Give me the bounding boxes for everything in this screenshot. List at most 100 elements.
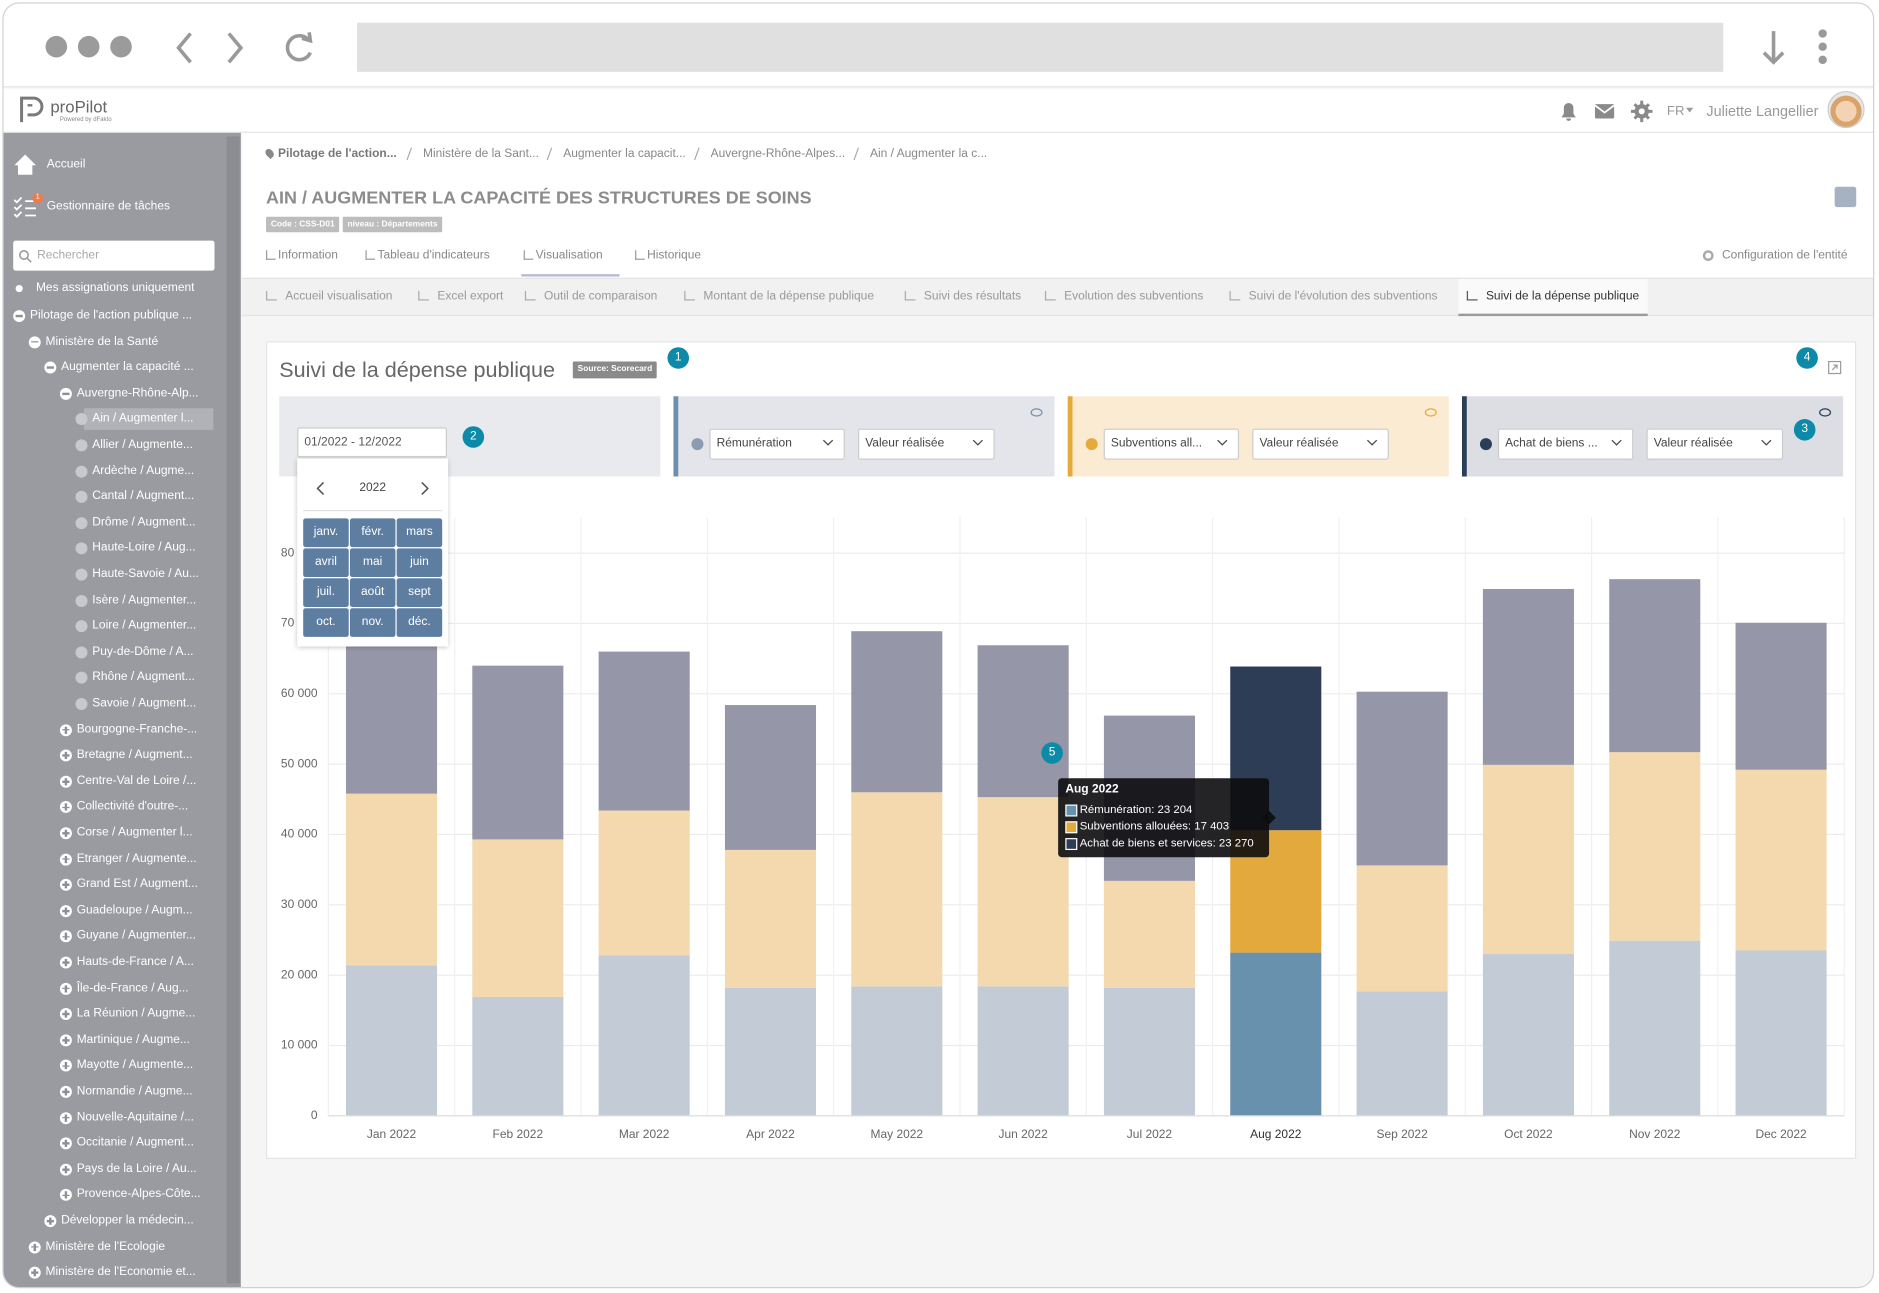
tree-expand-icon[interactable] [59,775,72,788]
tree-item[interactable]: Ain / Augmenter l... [92,412,194,426]
breadcrumb-item[interactable]: Ministère de la Sant... [423,147,539,161]
tree-collapse-icon[interactable] [59,387,72,400]
tree-expand-icon[interactable] [59,982,72,995]
nav-buttons[interactable] [168,26,324,69]
assignment-filter[interactable]: Mes assignations uniquement [35,281,195,295]
tree-item[interactable]: Rhône / Augment... [92,670,195,685]
tree-item[interactable]: Ministère de la Santé [45,334,159,348]
nav-item[interactable]: Gestionnaire de tâches [46,199,170,214]
tree-expand-icon[interactable] [59,1085,72,1098]
dropdown[interactable]: Valeur réalisée [1646,428,1784,460]
tab[interactable]: Information [278,249,338,263]
tree-leaf-icon[interactable] [75,439,88,452]
date-input[interactable]: 01/2022 - 12/2022 [297,427,447,458]
dropdown[interactable]: Subventions all... [1103,428,1240,460]
scrollbar[interactable] [226,136,240,1284]
tree-collapse-icon[interactable] [44,361,57,374]
tree-expand-icon[interactable] [59,749,72,762]
tree-expand-icon[interactable] [59,904,72,917]
month-cell[interactable]: févr. [349,518,396,548]
tree-item[interactable]: Corse / Augmenter l... [76,826,193,840]
tree-expand-icon[interactable] [28,1241,41,1254]
tree-item[interactable]: Provence-Alpes-Côte... [76,1188,201,1202]
tree-expand-icon[interactable] [59,878,72,891]
tab[interactable]: Historique [647,249,702,263]
tree-leaf-icon[interactable] [75,672,88,685]
tree-item[interactable]: Bretagne / Augment... [76,748,193,762]
tree-item[interactable]: Occitanie / Augment... [76,1136,194,1150]
tree-item[interactable]: Nouvelle-Aquitaine /... [76,1110,194,1124]
tree-leaf-icon[interactable] [75,620,88,633]
header-icons[interactable] [1555,98,1663,124]
tree-item[interactable]: Auvergne-Rhône-Alp... [76,386,199,400]
tree-expand-icon[interactable] [59,1163,72,1176]
tree-item[interactable]: Île-de-France / Aug... [76,981,189,995]
tree-item[interactable]: Ministère de l'Economie et... [45,1265,196,1279]
tree-expand-icon[interactable] [59,853,72,866]
month-cell[interactable]: mai [349,548,396,578]
month-cell[interactable]: juin [396,548,443,578]
tree-expand-icon[interactable] [59,1137,72,1150]
config-link[interactable]: Configuration de l'entité [1722,249,1848,263]
tree-leaf-icon[interactable] [75,413,88,426]
breadcrumb-item[interactable]: Ain / Augmenter la c... [869,147,988,161]
month-cell[interactable]: août [349,578,396,607]
eye-icon[interactable] [1819,408,1832,417]
month-cell[interactable]: sept [396,578,443,607]
tree-item[interactable]: Collectivité d'outre-... [76,800,189,814]
tree-leaf-icon[interactable] [75,697,88,710]
user-name[interactable]: Juliette Langellier [1706,102,1819,120]
tree-expand-icon[interactable] [59,827,72,840]
picker-year[interactable]: 2022 [359,481,387,495]
picker-arrows[interactable] [314,481,434,496]
tree-expand-icon[interactable] [59,1060,72,1072]
tree-expand-icon[interactable] [28,1266,41,1279]
tree-item[interactable]: Isère / Augmenter... [92,593,197,607]
tab[interactable]: Tableau d'indicateurs [377,249,490,263]
tree-item[interactable]: Haute-Loire / Aug... [92,541,196,555]
tree-item[interactable]: Guadeloupe / Augm... [76,903,193,917]
tree-collapse-icon[interactable] [28,335,41,348]
more-button[interactable] [1834,186,1857,208]
tree-item[interactable]: Mayotte / Augmente... [76,1058,194,1072]
tree-expand-icon[interactable] [44,1215,57,1228]
tree-leaf-icon[interactable] [75,516,88,529]
tree-item[interactable]: Puy-de-Dôme / A... [92,645,194,659]
nav-item[interactable]: Accueil [46,158,86,172]
tree-expand-icon[interactable] [59,1034,72,1047]
month-cell[interactable]: janv. [303,518,349,548]
avatar[interactable] [1827,90,1865,129]
tree-item[interactable]: Hauts-de-France / A... [76,955,194,969]
tree-leaf-icon[interactable] [75,594,88,607]
tree-item[interactable]: Drôme / Augment... [92,515,196,529]
tree-item[interactable]: Etranger / Augmente... [76,851,197,866]
address-bar[interactable] [357,22,1724,72]
tree-item[interactable]: Allier / Augmente... [92,438,193,452]
tree-item[interactable]: Normandie / Augme... [76,1084,193,1098]
tree-item[interactable]: Centre-Val de Loire /... [76,774,197,788]
eye-icon[interactable] [1030,408,1043,417]
tree-item[interactable]: Savoie / Augment... [92,696,197,710]
dropdown[interactable]: Rémunération [709,428,845,460]
tree-item[interactable]: Ministère de l'Ecologie [45,1239,166,1254]
tree-item[interactable]: Augmenter la capacité ... [61,360,194,374]
tab[interactable]: Visualisation [535,249,603,263]
month-cell[interactable]: oct. [303,608,349,637]
subtab[interactable]: Suivi de la dépense publique [1485,289,1640,303]
subtab[interactable]: Outil de comparaison [544,289,658,303]
tree-item[interactable]: Ardèche / Augme... [92,464,195,478]
tree-item[interactable]: Bourgogne-Franche-... [76,722,198,736]
subtab[interactable]: Accueil visualisation [285,289,393,303]
tree-expand-icon[interactable] [59,930,72,943]
month-cell[interactable]: avril [303,548,349,578]
tree-leaf-icon[interactable] [75,465,88,478]
tree-item[interactable]: La Réunion / Augme... [76,1007,196,1021]
tree-item[interactable]: Martinique / Augme... [76,1032,190,1047]
tree-expand-icon[interactable] [59,956,72,969]
subtab[interactable]: Suivi de l'évolution des subventions [1248,289,1438,303]
search-box[interactable] [13,240,215,271]
browser-actions[interactable] [1759,26,1838,69]
breadcrumb-item[interactable]: Augmenter la capacit... [563,147,686,161]
language-select[interactable]: FR [1666,104,1685,119]
tree-item[interactable]: Cantal / Augment... [92,489,195,504]
